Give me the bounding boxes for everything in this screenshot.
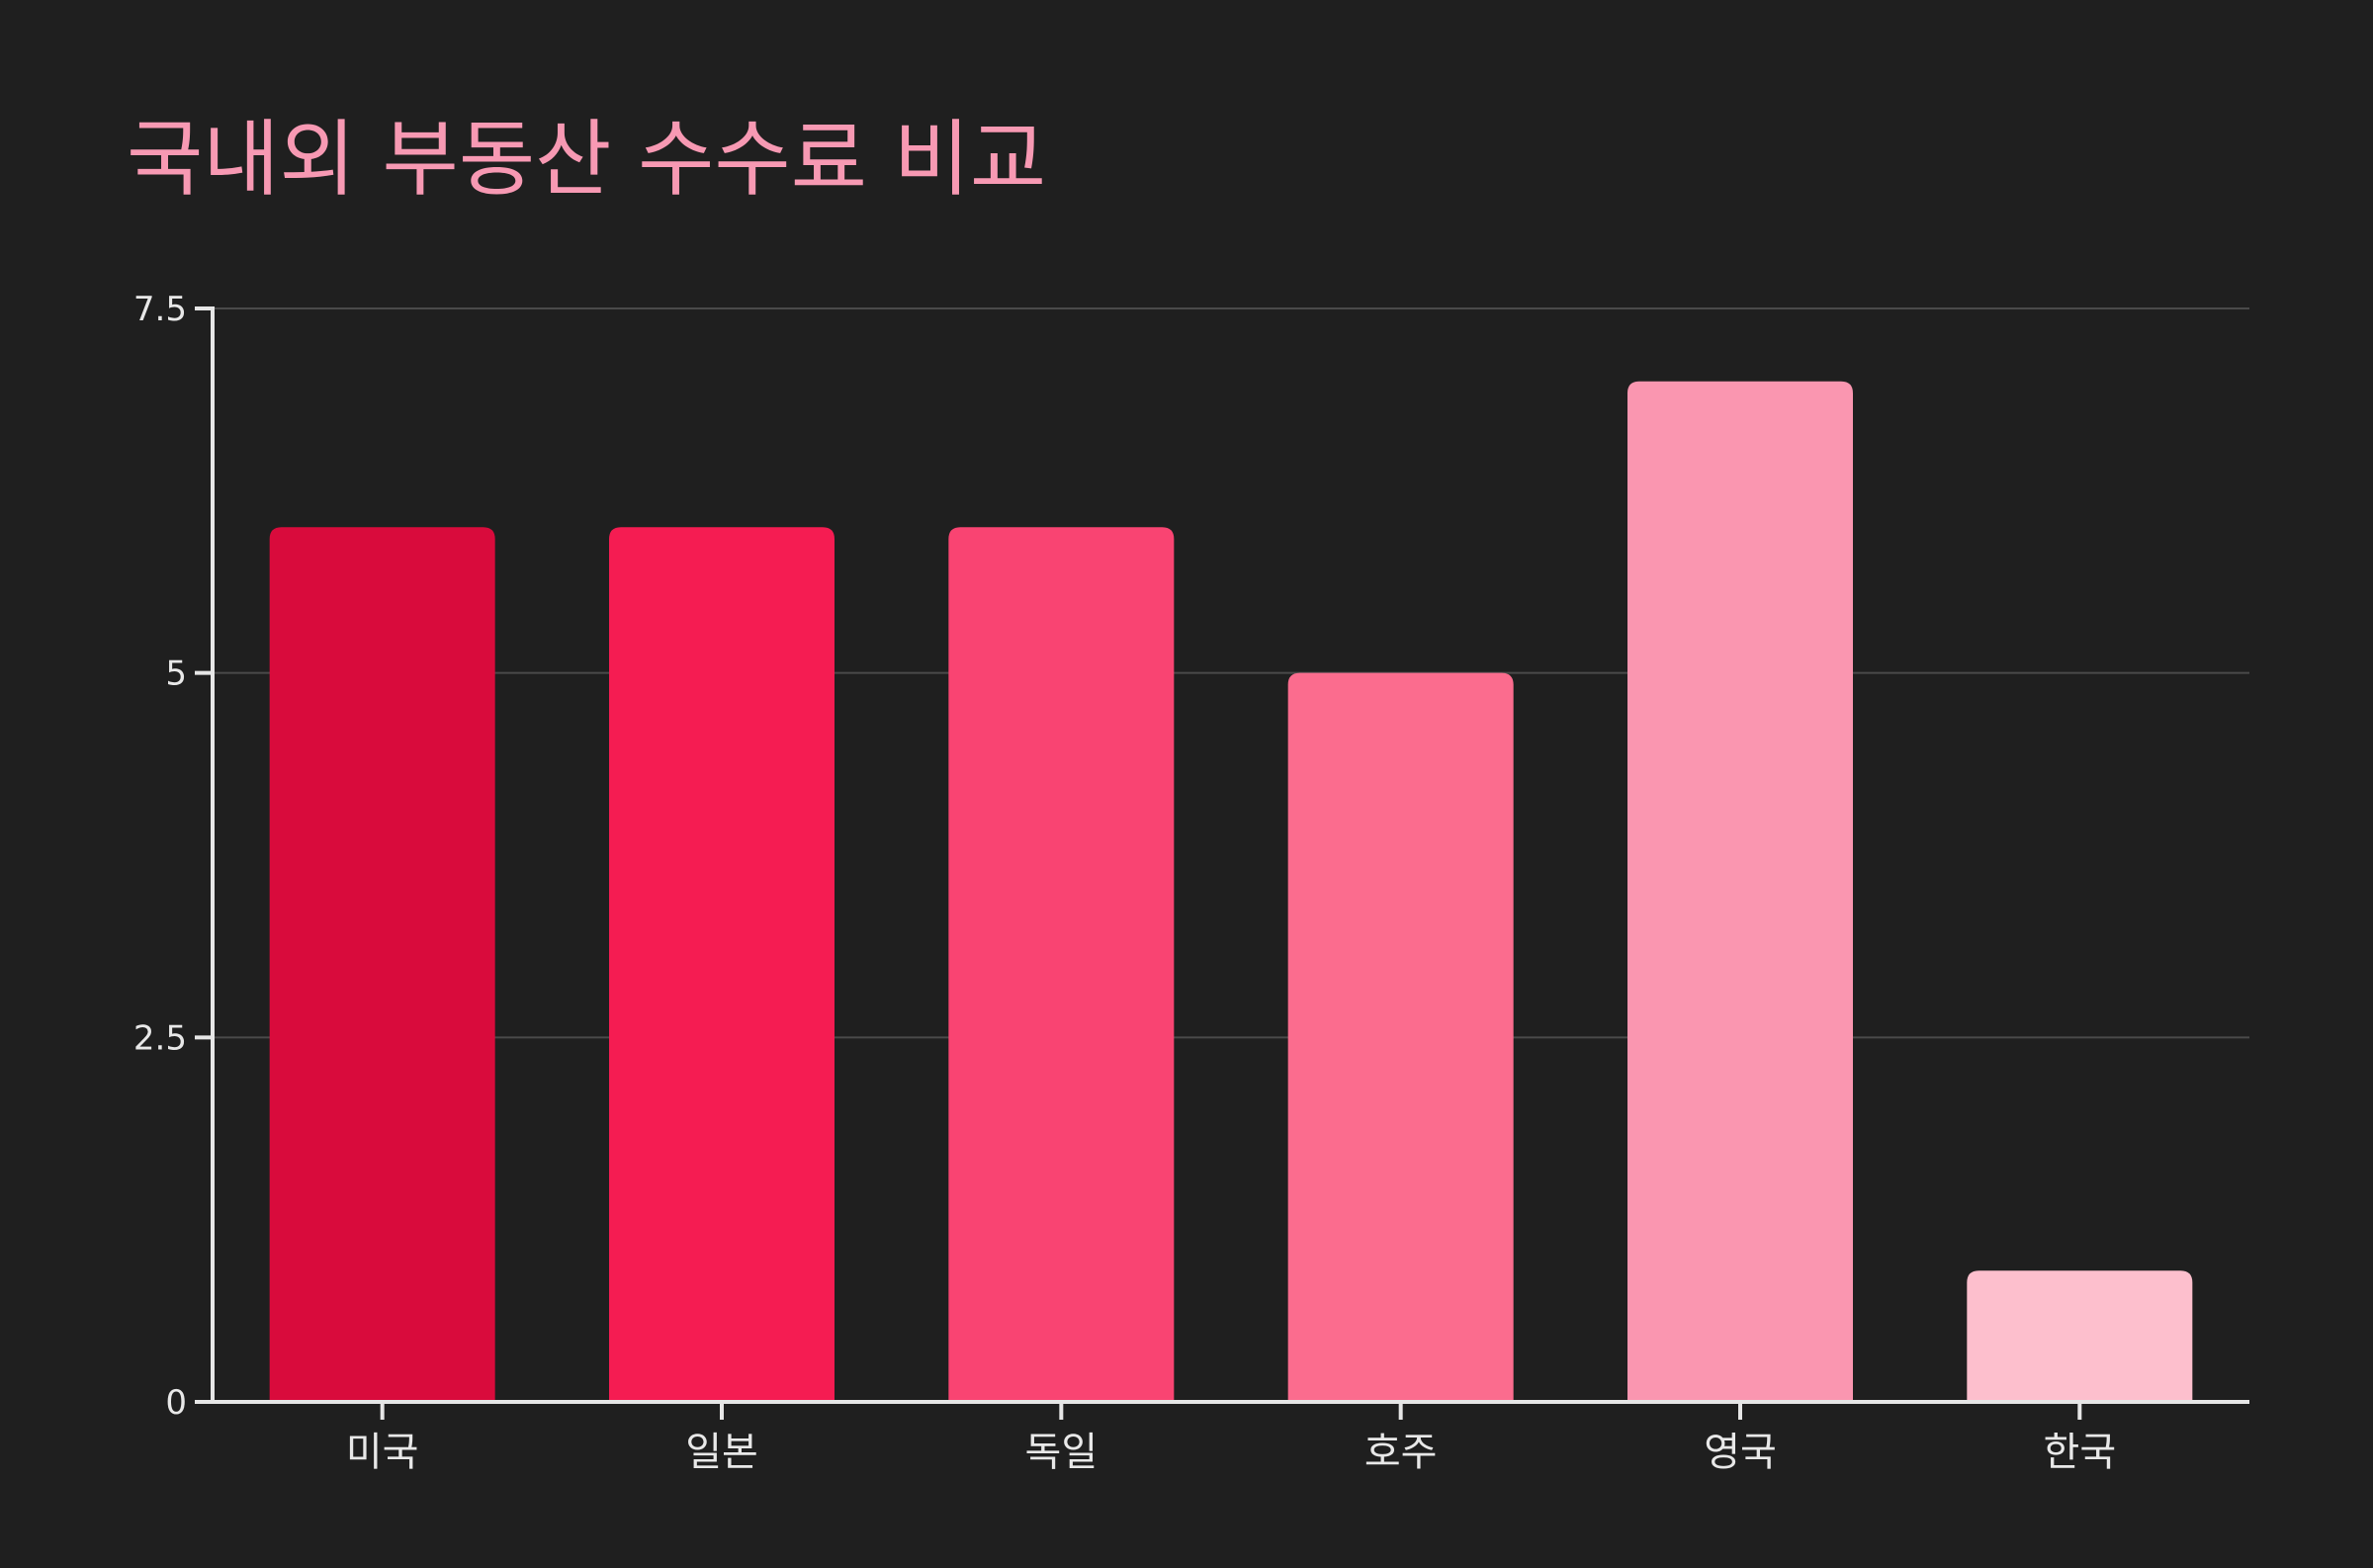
- x-tick-label: 호주: [1364, 1430, 1438, 1475]
- bar-영국: [1627, 381, 1853, 1402]
- bar-독일: [948, 527, 1175, 1402]
- y-tick-label: 5: [165, 654, 187, 694]
- axes: [211, 306, 2249, 1404]
- chart-title: 국내외 부동산 수수료 비교: [127, 111, 1046, 208]
- x-tick-label: 독일: [1025, 1430, 1099, 1475]
- grid-lines: [213, 307, 2249, 1039]
- bar-한국: [1967, 1270, 2193, 1402]
- y-tick-label: 0: [165, 1383, 187, 1423]
- bars: [269, 381, 2193, 1402]
- y-tick-label: 2.5: [133, 1018, 187, 1058]
- bar-호주: [1287, 672, 1514, 1402]
- bar-미국: [269, 527, 495, 1402]
- x-tick-label: 영국: [1704, 1430, 1777, 1475]
- y-axis-ticks: 0 2.5 5 7.5: [133, 290, 213, 1423]
- x-axis-ticks: 미국 일본 독일 호주 영국 한국: [346, 1402, 2116, 1475]
- y-tick-label: 7.5: [133, 290, 187, 329]
- x-tick-label: 미국: [346, 1430, 419, 1475]
- x-tick-label: 한국: [2044, 1430, 2117, 1475]
- bar-일본: [609, 527, 835, 1402]
- x-tick-label: 일본: [685, 1430, 758, 1475]
